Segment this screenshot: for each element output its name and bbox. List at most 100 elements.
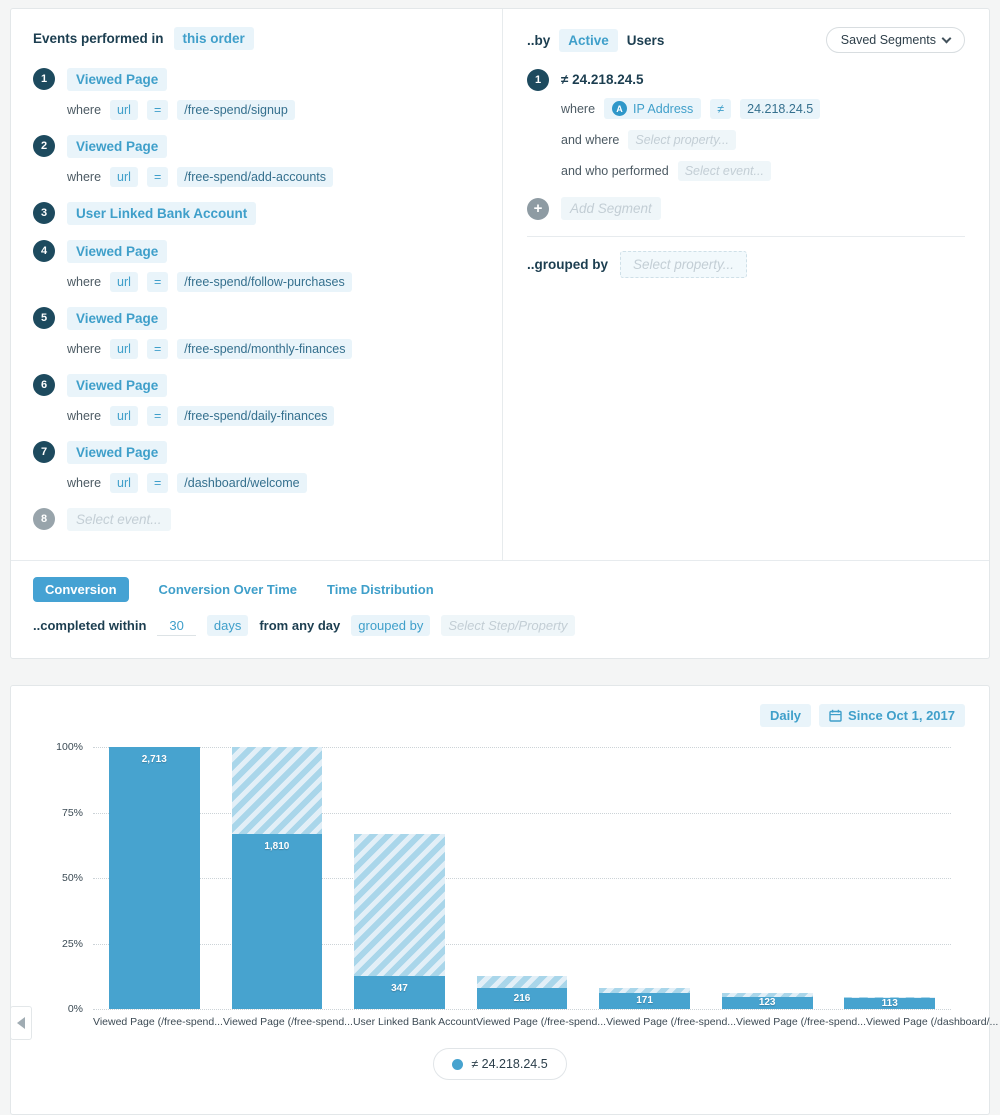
step-number: 4: [33, 240, 55, 262]
x-axis-labels: Viewed Page (/free-spend... Viewed Page (…: [93, 1016, 998, 1028]
bar-slot[interactable]: 171: [583, 747, 706, 1009]
where-label: where: [67, 275, 102, 289]
y-tick-label: 75%: [61, 806, 83, 819]
bar-solid-segment: 347: [354, 975, 445, 1009]
by-prefix: ..by: [527, 32, 551, 48]
y-tick-label: 25%: [61, 937, 83, 950]
event-chip[interactable]: Viewed Page: [67, 441, 168, 464]
saved-segments-label: Saved Segments: [840, 33, 936, 47]
step-body: User Linked Bank Account: [67, 202, 257, 225]
and-where-label: and where: [561, 133, 620, 147]
property-chip[interactable]: A IP Address: [604, 98, 702, 119]
bar-slot[interactable]: 123: [706, 747, 829, 1009]
bar-slot[interactable]: 216: [461, 747, 584, 1009]
where-label: where: [67, 476, 102, 490]
x-axis-label: Viewed Page (/free-spend...: [93, 1016, 223, 1028]
step-number: 2: [33, 135, 55, 157]
where-label: where: [67, 170, 102, 184]
chart-page-left-button[interactable]: [10, 1006, 32, 1040]
operator-chip[interactable]: =: [146, 272, 169, 292]
bar-solid-segment: 123: [721, 997, 813, 1009]
event-chip[interactable]: Viewed Page: [67, 68, 168, 91]
property-chip[interactable]: url: [110, 272, 138, 292]
where-label: where: [67, 409, 102, 423]
funnel-step: 3 User Linked Bank Account: [33, 202, 480, 225]
days-value-input[interactable]: 30: [157, 615, 196, 636]
add-segment-plus-icon[interactable]: +: [527, 197, 549, 220]
order-selector-chip[interactable]: this order: [173, 27, 254, 50]
property-chip[interactable]: url: [110, 473, 138, 493]
bar-hatch-segment: [599, 988, 690, 993]
step-number: 3: [33, 202, 55, 224]
property-chip[interactable]: url: [110, 406, 138, 426]
bar-slot[interactable]: 1,810: [216, 747, 339, 1009]
bar-slot[interactable]: 347: [338, 747, 461, 1009]
filter-value-chip[interactable]: /free-spend/daily-finances: [177, 406, 335, 426]
bar-slot[interactable]: 2,713: [93, 747, 216, 1009]
events-pane: Events performed in this order 1 Viewed P…: [11, 9, 503, 560]
x-axis-label: Viewed Page (/free-spend...: [222, 1016, 353, 1028]
event-chip[interactable]: Viewed Page: [67, 240, 168, 263]
operator-chip[interactable]: =: [146, 339, 169, 359]
property-chip[interactable]: url: [110, 167, 138, 187]
date-range-chip[interactable]: Since Oct 1, 2017: [819, 704, 965, 727]
grouped-by-property-input[interactable]: Select property...: [620, 251, 748, 278]
select-property-input[interactable]: Select property...: [628, 130, 736, 150]
bar-value-label: 113: [881, 998, 898, 1010]
bar-slot[interactable]: 113: [828, 747, 951, 1009]
property-chip[interactable]: url: [110, 339, 138, 359]
filter-value-chip[interactable]: /free-spend/monthly-finances: [177, 339, 353, 359]
select-event-input[interactable]: Select event...: [677, 161, 771, 181]
operator-chip[interactable]: =: [146, 100, 169, 120]
funnel-chart-card: Daily Since Oct 1, 2017 100% 75% 50% 25% 0% …: [10, 685, 998, 1115]
event-chip[interactable]: Viewed Page: [67, 374, 168, 397]
legend-pill[interactable]: ≠ 24.218.24.5: [433, 1048, 567, 1080]
bar-hatch-segment: [354, 834, 445, 976]
analysis-tabs-section: Conversion Conversion Over Time Time Distr…: [11, 560, 989, 658]
saved-segments-button[interactable]: Saved Segments: [825, 27, 965, 53]
divider: [527, 236, 965, 237]
operator-chip[interactable]: =: [146, 406, 169, 426]
step-body: Viewed Page where url = /free-spend/monthly-…: [67, 307, 353, 359]
add-segment-button[interactable]: Add Segment: [561, 197, 661, 220]
operator-chip[interactable]: =: [146, 473, 169, 493]
tab-conversion[interactable]: Conversion: [33, 577, 129, 602]
step-number: 7: [33, 441, 55, 463]
select-event-input[interactable]: Select event...: [67, 508, 171, 531]
event-chip[interactable]: Viewed Page: [67, 135, 168, 158]
who-performed-label: and who performed: [561, 164, 669, 178]
filter-value-chip[interactable]: /dashboard/welcome: [177, 473, 307, 493]
tab-time-distribution[interactable]: Time Distribution: [327, 582, 434, 597]
operator-chip[interactable]: ≠: [710, 98, 732, 119]
date-range-label: Since Oct 1, 2017: [848, 708, 955, 723]
property-chip[interactable]: url: [110, 100, 138, 120]
segment-number: 1: [527, 69, 549, 91]
filter-value-chip[interactable]: /free-spend/follow-purchases: [177, 272, 352, 292]
filter-value-chip[interactable]: 24.218.24.5: [740, 98, 821, 119]
filter-value-chip[interactable]: /free-spend/signup: [177, 100, 295, 120]
event-chip[interactable]: Viewed Page: [67, 307, 168, 330]
step-body: Viewed Page where url = /free-spend/signup: [67, 68, 295, 120]
legend-series-label: ≠ 24.218.24.5: [471, 1057, 548, 1071]
funnel-step: 1 Viewed Page where url = /free-spend/signup: [33, 68, 480, 120]
days-unit-chip[interactable]: days: [206, 615, 249, 636]
tab-conversion-over-time[interactable]: Conversion Over Time: [158, 582, 297, 597]
where-row: where url = /free-spend/follow-purchases: [67, 272, 352, 292]
user-mode-chip[interactable]: Active: [559, 28, 618, 52]
x-axis-label: Viewed Page (/free-spend...: [606, 1016, 737, 1028]
filter-value-chip[interactable]: /free-spend/add-accounts: [177, 167, 334, 187]
where-row: where url = /dashboard/welcome: [67, 473, 307, 493]
granularity-chip[interactable]: Daily: [759, 704, 812, 727]
bar-solid-segment: 113: [844, 998, 936, 1010]
step-body: Viewed Page where url = /free-spend/daily-fi…: [67, 374, 335, 426]
events-pane-title: Events performed in: [33, 31, 164, 46]
operator-chip[interactable]: =: [146, 167, 169, 187]
grouped-by-chip[interactable]: grouped by: [351, 615, 431, 636]
step-property-input[interactable]: Select Step/Property: [441, 615, 575, 636]
event-chip[interactable]: User Linked Bank Account: [67, 202, 257, 225]
bar-solid-segment: 216: [476, 988, 568, 1009]
where-label: where: [67, 342, 102, 356]
completed-within-label: ..completed within: [33, 618, 147, 633]
autocapture-property-icon: A: [612, 101, 628, 116]
funnel-step: 7 Viewed Page where url = /dashboard/welcome: [33, 441, 480, 493]
